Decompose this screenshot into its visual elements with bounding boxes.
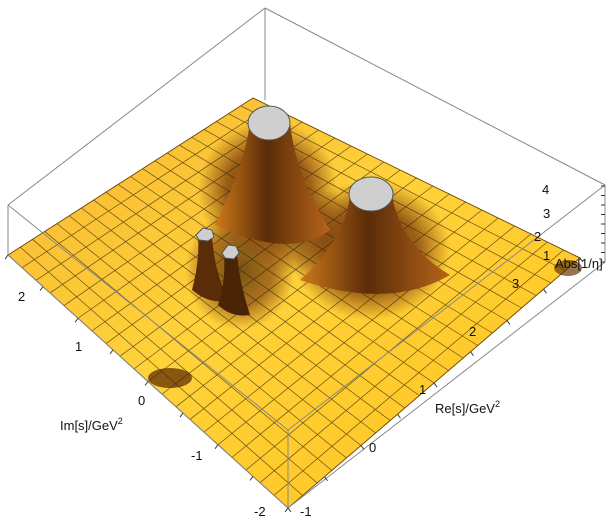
tick-mark xyxy=(214,444,219,450)
mesh-line xyxy=(231,225,515,458)
peak-4-cap xyxy=(221,244,240,260)
tick-mark xyxy=(543,288,547,294)
mesh-line xyxy=(154,160,464,359)
mesh-line xyxy=(189,201,466,420)
im-tick-label: 0 xyxy=(138,393,145,408)
peak-3 xyxy=(192,227,228,302)
re-tick-label: -1 xyxy=(300,504,312,519)
mesh-line xyxy=(142,168,449,371)
z-tick-label: 3 xyxy=(543,206,550,221)
tick-mark xyxy=(144,381,149,386)
mesh-line xyxy=(167,152,478,346)
im-tick-label: 2 xyxy=(18,289,25,304)
re-tick-label: 2 xyxy=(469,324,476,339)
tick-mark xyxy=(249,476,254,481)
mesh-line xyxy=(273,249,564,496)
tick-mark xyxy=(109,349,114,355)
tick-mark xyxy=(579,257,584,263)
mesh-line xyxy=(259,241,548,483)
re-tick-label: 1 xyxy=(419,382,426,397)
peak-2-cap xyxy=(348,176,394,212)
im-tick-label: 1 xyxy=(75,339,82,354)
re-tick-label: 0 xyxy=(369,440,376,455)
z-tick-label: 1 xyxy=(543,248,550,263)
tick-mark xyxy=(470,351,474,357)
tick-mark xyxy=(433,382,438,388)
tick-mark xyxy=(39,286,44,291)
tick-mark xyxy=(506,320,511,325)
re-axis-label: Re[s]/GeV2 xyxy=(435,399,500,416)
tick-mark xyxy=(324,476,328,482)
im-tick-label: -1 xyxy=(191,448,203,463)
mesh-line xyxy=(240,105,566,271)
z-axis-label: Abs[1/η] xyxy=(555,256,603,271)
tick-mark xyxy=(360,445,365,450)
z-tick-label: 2 xyxy=(534,229,541,244)
im-tick-label: -2 xyxy=(254,504,266,519)
peak-1 xyxy=(215,105,330,244)
tick-mark xyxy=(397,413,401,419)
tick-mark xyxy=(74,317,79,323)
tick-mark xyxy=(179,412,184,418)
re-tick-label: 3 xyxy=(512,276,519,291)
peak-4 xyxy=(218,244,250,316)
im-axis-label: Im[s]/GeV2 xyxy=(60,416,123,433)
tick-mark xyxy=(284,507,289,513)
peak-3-cap xyxy=(195,227,215,242)
z-tick-label: 4 xyxy=(542,182,549,197)
mesh-line xyxy=(217,217,499,446)
peak-1-cap xyxy=(247,105,291,141)
mesh-line xyxy=(203,209,483,433)
tick-mark xyxy=(287,507,292,513)
peak-2 xyxy=(300,176,450,294)
mesh-line xyxy=(252,97,581,259)
axis-ticks xyxy=(4,185,605,513)
tick-mark xyxy=(4,254,9,260)
box-back-edges xyxy=(7,7,606,206)
